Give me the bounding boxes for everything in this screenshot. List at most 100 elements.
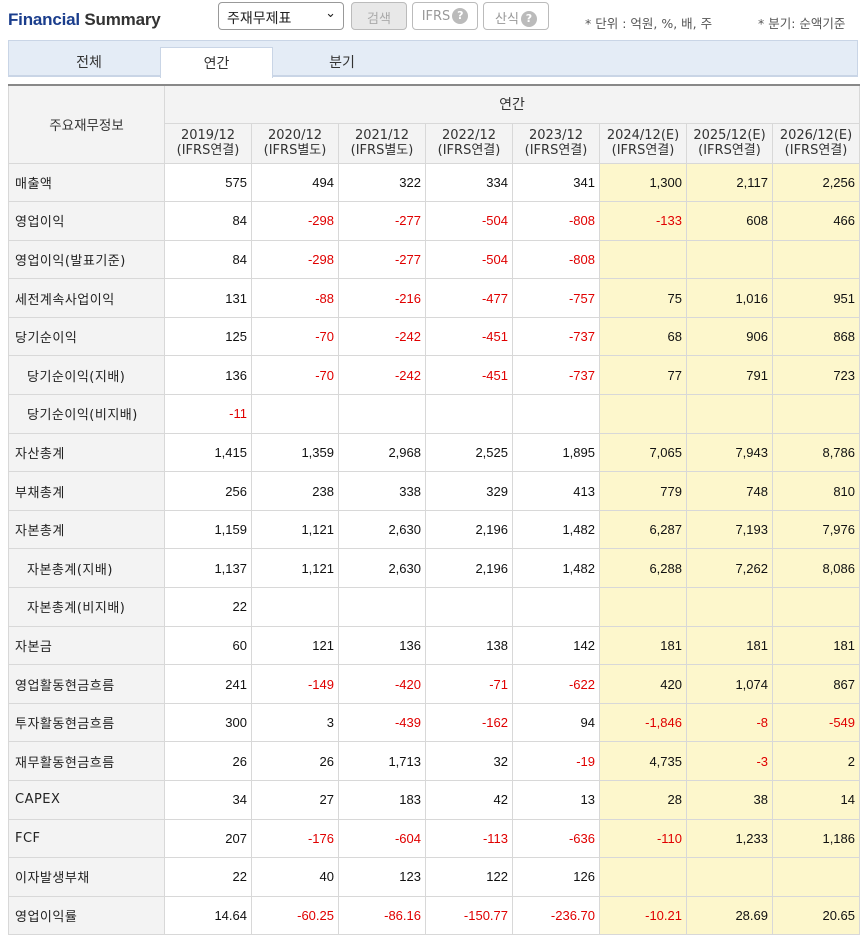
column-period: 2026/12(E)	[779, 128, 853, 143]
table-cell: -19	[512, 741, 600, 781]
table-cell: 22	[164, 587, 252, 627]
table-row: 영업활동현금흐름 241 -149 -420 -71 -622 420 1,074 867	[8, 664, 861, 704]
column-basis: (IFRS별도)	[263, 143, 327, 158]
table-row: CAPEX 34 27 183 42 13 28 38 14	[8, 780, 861, 820]
table-cell: 1,895	[512, 432, 600, 473]
table-cell: 27	[251, 780, 339, 820]
table-cell: 791	[686, 355, 773, 396]
row-label: 영업이익률	[8, 895, 165, 935]
table-cell: -8	[686, 702, 773, 743]
table-row: FCF 207 -176 -604 -113 -636 -110 1,233 1,186	[8, 818, 861, 859]
column-period: 2022/12	[441, 128, 496, 143]
table-cell: -10.21	[599, 895, 687, 935]
annual-group-header: 연간	[163, 84, 861, 124]
row-label: 재무활동현금흐름	[8, 741, 165, 781]
table-cell: 138	[425, 625, 513, 666]
table-row: 투자활동현금흐름 300 3 -439 -162 94 -1,846 -8 -549	[8, 702, 861, 743]
table-cell: 3	[251, 702, 339, 743]
table-cell: 1,233	[686, 818, 773, 859]
table-cell: -242	[338, 316, 426, 357]
column-basis: (IFRS별도)	[350, 143, 414, 158]
table-cell	[599, 587, 687, 627]
table-cell: 2,968	[338, 432, 426, 473]
table-cell: -88	[251, 278, 339, 318]
table-cell: 42	[425, 780, 513, 820]
search-button-label: 검색	[367, 12, 391, 27]
statement-type-select[interactable]: 주재무제표 ⌄	[218, 2, 344, 30]
table-cell	[251, 394, 339, 434]
table-cell: 207	[164, 818, 252, 859]
table-cell: 1,359	[251, 432, 339, 473]
formula-button-label: 산식	[495, 12, 519, 27]
table-cell: 1,482	[512, 509, 600, 550]
select-value: 주재무제표	[227, 11, 292, 27]
table-cell: 20.65	[771, 895, 861, 935]
table-cell: 608	[686, 201, 773, 241]
table-cell: 1,300	[599, 162, 687, 203]
table-cell: -808	[512, 239, 600, 280]
table-cell	[338, 394, 426, 434]
table-row: 자본총계(지배) 1,137 1,121 2,630 2,196 1,482 6,288 7,…	[8, 548, 861, 589]
row-label: 영업활동현금흐름	[8, 664, 165, 704]
table-cell: 810	[771, 471, 861, 511]
table-cell	[599, 394, 687, 434]
table-cell: 34	[164, 780, 252, 820]
column-header: 2022/12 (IFRS연결)	[425, 122, 513, 164]
ifrs-help-button[interactable]: IFRS?	[412, 2, 478, 30]
table-cell: 1,713	[338, 741, 426, 781]
table-cell: 1,016	[686, 278, 773, 318]
row-label: 세전계속사업이익	[8, 278, 165, 318]
table-cell: 238	[251, 471, 339, 511]
table-cell: -604	[338, 818, 426, 859]
table-cell: -60.25	[251, 895, 339, 935]
table-cell: 123	[338, 857, 426, 897]
table-row: 영업이익률 14.64 -60.25 -86.16 -150.77 -236.70 -10.…	[8, 895, 861, 935]
table-cell: 26	[164, 741, 252, 781]
column-basis: (IFRS연결)	[698, 143, 761, 158]
table-cell: -439	[338, 702, 426, 743]
table-cell: 2,196	[425, 548, 513, 589]
table-row: 당기순이익(비지배) -11	[8, 394, 861, 434]
column-basis: (IFRS연결)	[611, 143, 675, 158]
row-label: 자본총계(비지배)	[8, 587, 165, 627]
table-cell: 122	[425, 857, 513, 897]
column-header: 2021/12 (IFRS별도)	[338, 122, 426, 164]
tab-all[interactable]: 전체	[76, 55, 102, 71]
table-cell: 2,525	[425, 432, 513, 473]
table-cell: 1,074	[686, 664, 773, 704]
table-cell: 7,262	[686, 548, 773, 589]
table-cell: 8,086	[771, 548, 861, 589]
formula-help-button[interactable]: 산식?	[483, 2, 549, 30]
table-cell: 136	[338, 625, 426, 666]
column-header: 2020/12 (IFRS별도)	[251, 122, 339, 164]
table-cell: 2,630	[338, 548, 426, 589]
table-cell: 60	[164, 625, 252, 666]
row-label: 영업이익	[8, 201, 165, 241]
table-cell: -622	[512, 664, 600, 704]
table-cell: 1,482	[512, 548, 600, 589]
table-row: 영업이익 84 -298 -277 -504 -808 -133 608 466	[8, 201, 861, 241]
table-cell: 136	[164, 355, 252, 396]
table-row: 당기순이익 125 -70 -242 -451 -737 68 906 868	[8, 316, 861, 357]
table-cell: -113	[425, 818, 513, 859]
column-basis: (IFRS연결)	[784, 143, 848, 158]
table-row: 세전계속사업이익 131 -88 -216 -477 -757 75 1,016 951	[8, 278, 861, 318]
column-basis: (IFRS연결)	[176, 143, 240, 158]
tab-quarter[interactable]: 분기	[329, 55, 355, 71]
table-cell	[599, 239, 687, 280]
table-cell: 125	[164, 316, 252, 357]
column-header: 2019/12 (IFRS연결)	[164, 122, 252, 164]
table-cell: -277	[338, 201, 426, 241]
period-tabs: 전체 연간 분기	[8, 40, 858, 78]
table-cell: 338	[338, 471, 426, 511]
table-cell: 2,117	[686, 162, 773, 203]
financial-table: 주요재무정보 연간 2019/12 (IFRS연결) 2020/12 (IFRS별도)…	[8, 84, 861, 935]
row-label: FCF	[8, 818, 165, 859]
column-period: 2024/12(E)	[606, 128, 680, 143]
search-button[interactable]: 검색	[351, 2, 407, 30]
table-cell: 26	[251, 741, 339, 781]
table-cell: 28	[599, 780, 687, 820]
tab-annual[interactable]: 연간	[160, 47, 273, 78]
table-cell: -420	[338, 664, 426, 704]
table-cell: -150.77	[425, 895, 513, 935]
